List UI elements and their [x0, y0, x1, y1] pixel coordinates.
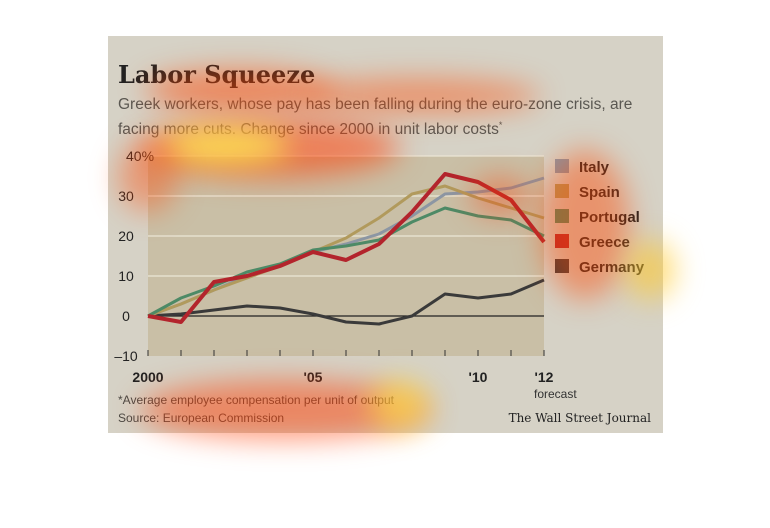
y-tick-label: –10 — [114, 348, 138, 364]
subtitle-text: Greek workers, whose pay has been fallin… — [118, 96, 633, 139]
series-lines — [147, 172, 546, 326]
legend-swatch-portugal — [555, 209, 569, 223]
legend-label-germany: Germany — [579, 259, 645, 276]
chart-svg: 40% 30 20 10 0 –10 2000 '05 '10 '12 Italy Spain Po… — [114, 148, 645, 401]
y-tick-label: 40% — [126, 148, 154, 164]
y-tick-label: 0 — [122, 308, 130, 324]
x-tick-label: '05 — [304, 369, 323, 385]
chart-subtitle: Greek workers, whose pay has been fallin… — [118, 94, 648, 140]
legend-swatch-germany — [555, 259, 569, 273]
y-tick-label: 30 — [118, 188, 134, 204]
chart-title: Labor Squeeze — [118, 60, 316, 89]
x-tick-label: 2000 — [132, 369, 163, 385]
legend-swatch-italy — [555, 159, 569, 173]
series-line-germany — [147, 278, 545, 326]
legend: Italy Spain Portugal Greece Germany — [555, 159, 645, 276]
series-line-portugal — [147, 206, 545, 318]
footnote: *Average employee compensation per unit … — [118, 393, 394, 407]
series-line-spain — [147, 184, 545, 318]
legend-swatch-greece — [555, 234, 569, 248]
subtitle-footnote-mark: * — [498, 120, 503, 130]
y-axis-ticks: 40% 30 20 10 0 –10 — [114, 148, 154, 364]
chart-card: 40% 30 20 10 0 –10 2000 '05 '10 '12 Italy Spain Po… — [108, 36, 663, 433]
x-tick-label: '12 — [535, 369, 554, 385]
legend-label-italy: Italy — [579, 159, 610, 176]
series-line-greece — [147, 172, 546, 324]
legend-swatch-spain — [555, 184, 569, 198]
x-tick-label: '10 — [469, 369, 488, 385]
source-note: Source: European Commission — [118, 411, 285, 425]
credit: The Wall Street Journal — [508, 411, 651, 425]
legend-label-portugal: Portugal — [579, 209, 640, 226]
y-tick-label: 10 — [118, 268, 134, 284]
legend-label-spain: Spain — [579, 184, 620, 201]
legend-label-greece: Greece — [579, 234, 630, 251]
forecast-label: forecast — [534, 387, 577, 401]
y-tick-label: 20 — [118, 228, 134, 244]
